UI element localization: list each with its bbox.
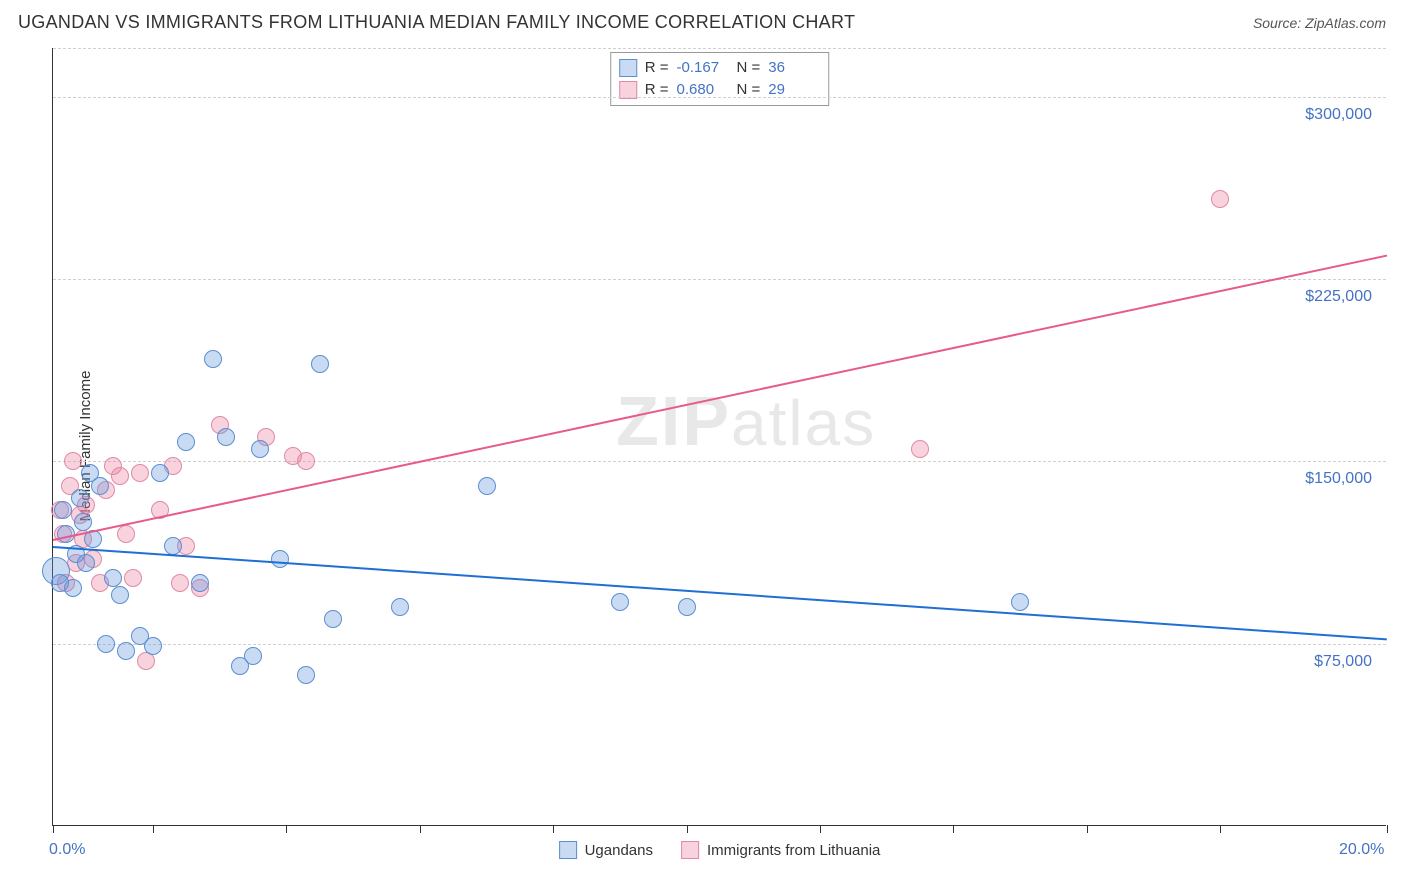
chart-header: UGANDAN VS IMMIGRANTS FROM LITHUANIA MED… <box>0 0 1406 41</box>
gridline <box>53 97 1386 98</box>
data-point-ugandans <box>91 477 109 495</box>
x-tick-label: 0.0% <box>49 841 85 859</box>
gridline <box>53 48 1386 49</box>
x-tick <box>1387 825 1388 833</box>
data-point-ugandans <box>77 554 95 572</box>
data-point-ugandans <box>244 647 262 665</box>
source-label: Source: ZipAtlas.com <box>1253 15 1386 31</box>
data-point-lithuania <box>64 452 82 470</box>
data-point-lithuania <box>111 467 129 485</box>
swatch-lithuania <box>681 841 699 859</box>
n-label: N = <box>737 57 761 79</box>
bottom-legend: Ugandans Immigrants from Lithuania <box>559 841 881 859</box>
data-point-lithuania <box>171 574 189 592</box>
stats-row-lithuania: R = 0.680 N = 29 <box>619 79 821 101</box>
trend-line <box>53 255 1387 541</box>
x-tick <box>1220 825 1221 833</box>
data-point-ugandans <box>97 635 115 653</box>
x-tick <box>153 825 154 833</box>
x-tick <box>687 825 688 833</box>
trend-line <box>53 546 1387 640</box>
data-point-lithuania <box>911 440 929 458</box>
swatch-ugandans <box>559 841 577 859</box>
data-point-ugandans <box>204 350 222 368</box>
r-label: R = <box>645 57 669 79</box>
x-tick <box>286 825 287 833</box>
data-point-ugandans <box>151 464 169 482</box>
data-point-ugandans <box>191 574 209 592</box>
legend-item-ugandans: Ugandans <box>559 841 653 859</box>
x-tick <box>420 825 421 833</box>
data-point-ugandans <box>311 355 329 373</box>
data-point-ugandans <box>177 433 195 451</box>
swatch-ugandans <box>619 59 637 77</box>
r-label: R = <box>645 79 669 101</box>
data-point-ugandans <box>144 637 162 655</box>
legend-label-lithuania: Immigrants from Lithuania <box>707 842 880 859</box>
n-label: N = <box>737 79 761 101</box>
data-point-lithuania <box>117 525 135 543</box>
data-point-ugandans <box>297 666 315 684</box>
watermark-atlas: atlas <box>731 387 876 459</box>
n-value-ugandans: 36 <box>768 57 820 79</box>
y-tick-label: $300,000 <box>1305 106 1372 124</box>
data-point-ugandans <box>678 598 696 616</box>
x-tick-label: 20.0% <box>1339 841 1384 859</box>
data-point-ugandans <box>611 593 629 611</box>
data-point-ugandans <box>117 642 135 660</box>
data-point-ugandans <box>391 598 409 616</box>
n-value-lithuania: 29 <box>768 79 820 101</box>
data-point-ugandans <box>74 513 92 531</box>
plot-area: ZIPatlas R = -0.167 N = 36 R = 0.680 N =… <box>52 48 1386 826</box>
data-point-ugandans <box>64 579 82 597</box>
data-point-ugandans <box>54 501 72 519</box>
watermark-zip: ZIP <box>616 382 731 460</box>
data-point-ugandans <box>324 610 342 628</box>
data-point-lithuania <box>124 569 142 587</box>
data-point-ugandans <box>271 550 289 568</box>
y-tick-label: $75,000 <box>1314 653 1372 671</box>
x-tick <box>953 825 954 833</box>
data-point-lithuania <box>1211 190 1229 208</box>
r-value-lithuania: 0.680 <box>677 79 729 101</box>
data-point-ugandans <box>251 440 269 458</box>
stats-legend-box: R = -0.167 N = 36 R = 0.680 N = 29 <box>610 52 830 106</box>
data-point-ugandans <box>111 586 129 604</box>
data-point-ugandans <box>478 477 496 495</box>
stats-row-ugandans: R = -0.167 N = 36 <box>619 57 821 79</box>
y-tick-label: $225,000 <box>1305 288 1372 306</box>
data-point-ugandans <box>1011 593 1029 611</box>
data-point-lithuania <box>131 464 149 482</box>
r-value-ugandans: -0.167 <box>677 57 729 79</box>
legend-item-lithuania: Immigrants from Lithuania <box>681 841 880 859</box>
y-tick-label: $150,000 <box>1305 470 1372 488</box>
x-tick <box>53 825 54 833</box>
data-point-ugandans <box>104 569 122 587</box>
legend-label-ugandans: Ugandans <box>585 842 653 859</box>
x-tick <box>1087 825 1088 833</box>
gridline <box>53 644 1386 645</box>
data-point-lithuania <box>297 452 315 470</box>
x-tick <box>820 825 821 833</box>
data-point-ugandans <box>71 489 89 507</box>
gridline <box>53 461 1386 462</box>
data-point-ugandans <box>217 428 235 446</box>
x-tick <box>553 825 554 833</box>
data-point-ugandans <box>164 537 182 555</box>
chart-title: UGANDAN VS IMMIGRANTS FROM LITHUANIA MED… <box>18 12 855 33</box>
gridline <box>53 279 1386 280</box>
